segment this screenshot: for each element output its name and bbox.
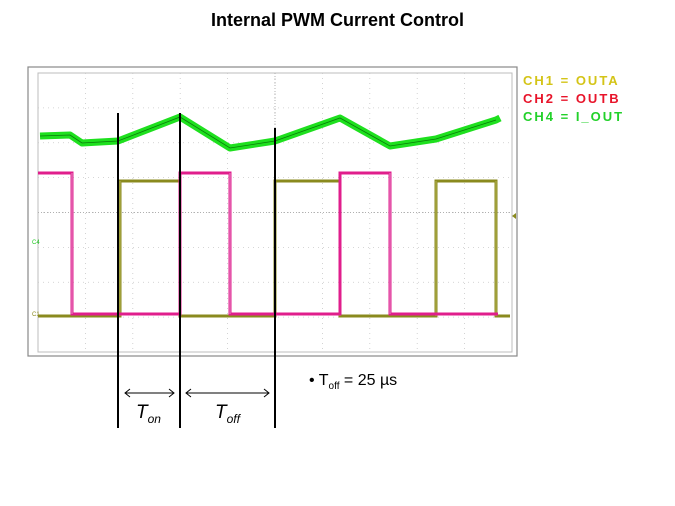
legend-ch1: CH1 = OUTA bbox=[523, 73, 620, 88]
legend-ch4: CH4 = I_OUT bbox=[523, 109, 625, 124]
toff-symbol: T bbox=[215, 402, 227, 423]
trigger-marker bbox=[512, 213, 516, 219]
page-title: Internal PWM Current Control bbox=[211, 10, 464, 30]
outa-trace bbox=[38, 179, 510, 318]
toff-label: Toff bbox=[215, 402, 240, 426]
bullet-icon: • bbox=[309, 372, 315, 389]
outb-edges bbox=[71, 173, 391, 314]
ch1-marker: C1 bbox=[32, 312, 40, 318]
legend-ch2: CH2 = OUTB bbox=[523, 91, 621, 106]
ch4-marker: C4 bbox=[32, 240, 40, 246]
ton-arrow bbox=[124, 388, 175, 398]
ton-sub: on bbox=[147, 411, 161, 426]
annotation-value: = 25 µs bbox=[339, 372, 398, 389]
toff-annotation: • Toff = 25 µs bbox=[309, 372, 397, 392]
annotation-sub: off bbox=[328, 381, 340, 393]
iout-noise bbox=[39, 116, 497, 149]
toff-sub: off bbox=[226, 411, 240, 426]
ton-symbol: T bbox=[136, 402, 148, 423]
ton-label: Ton bbox=[136, 402, 161, 426]
annotation-symbol: T bbox=[318, 372, 329, 389]
toff-arrow bbox=[185, 388, 270, 398]
